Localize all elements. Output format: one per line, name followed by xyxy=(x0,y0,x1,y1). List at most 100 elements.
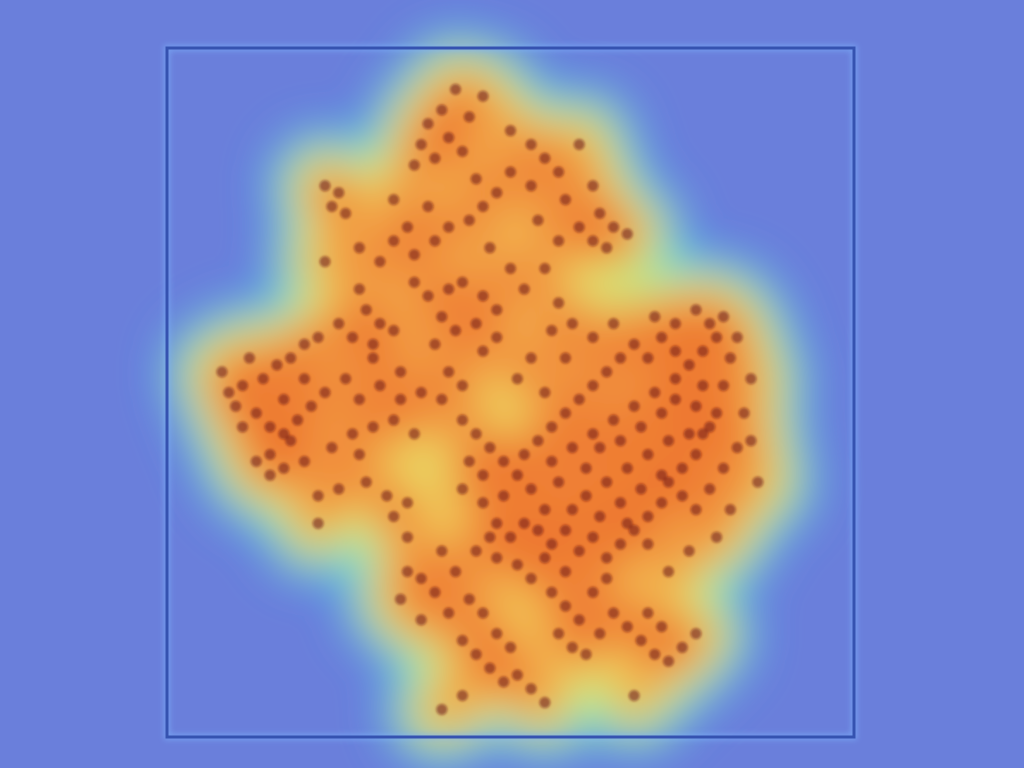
scatter-point xyxy=(717,462,729,474)
scatter-point xyxy=(353,449,365,461)
scatter-point xyxy=(573,221,585,233)
scatter-point xyxy=(374,256,386,268)
scatter-point xyxy=(388,511,400,523)
scatter-point xyxy=(230,400,242,412)
scatter-point xyxy=(704,318,716,330)
scatter-point xyxy=(566,442,578,454)
scatter-point xyxy=(690,304,702,316)
scatter-point xyxy=(587,531,599,543)
scatter-point xyxy=(539,697,551,709)
scatter-point xyxy=(511,669,523,681)
scatter-point xyxy=(518,517,530,529)
scatter-point xyxy=(491,628,503,640)
scatter-point xyxy=(498,676,510,688)
scatter-point xyxy=(559,352,571,364)
scatter-point xyxy=(243,352,255,364)
scatter-point xyxy=(353,242,365,254)
scatter-point xyxy=(388,414,400,426)
scatter-point xyxy=(642,352,654,364)
scatter-point xyxy=(292,414,304,426)
scatter-point xyxy=(683,359,695,371)
scatter-point xyxy=(415,138,427,150)
scatter-point xyxy=(422,118,434,130)
scatter-point xyxy=(264,421,276,433)
scatter-point xyxy=(511,469,523,481)
scatter-point xyxy=(429,338,441,350)
scatter-point xyxy=(621,621,633,633)
scatter-point xyxy=(360,304,372,316)
scatter-point xyxy=(470,318,482,330)
scatter-point xyxy=(484,242,496,254)
scatter-point xyxy=(525,683,537,695)
scatter-point xyxy=(333,483,345,495)
scatter-point xyxy=(388,235,400,247)
scatter-point xyxy=(614,538,626,550)
scatter-point xyxy=(580,462,592,474)
scatter-point xyxy=(443,366,455,378)
scatter-point xyxy=(553,235,565,247)
scatter-point xyxy=(663,476,675,488)
scatter-point xyxy=(573,614,585,626)
scatter-point xyxy=(319,180,331,192)
scatter-point xyxy=(388,324,400,336)
scatter-point xyxy=(491,331,503,343)
scatter-point xyxy=(614,352,626,364)
scatter-point xyxy=(312,331,324,343)
scatter-point xyxy=(477,469,489,481)
scatter-point xyxy=(415,614,427,626)
scatter-point xyxy=(635,635,647,647)
scatter-point xyxy=(539,504,551,516)
scatter-point xyxy=(333,187,345,199)
scatter-point xyxy=(278,428,290,440)
scatter-point xyxy=(456,380,468,392)
scatter-point xyxy=(601,573,613,585)
scatter-point xyxy=(285,435,297,447)
scatter-point xyxy=(456,635,468,647)
scatter-point xyxy=(271,359,283,371)
scatter-point xyxy=(594,511,606,523)
scatter-point xyxy=(477,90,489,102)
scatter-point xyxy=(436,703,448,715)
scatter-point xyxy=(566,318,578,330)
scatter-point xyxy=(456,483,468,495)
scatter-point xyxy=(539,262,551,274)
scatter-point xyxy=(532,435,544,447)
scatter-point xyxy=(580,490,592,502)
scatter-point xyxy=(326,200,338,212)
plot-frame xyxy=(165,46,856,739)
scatter-point xyxy=(663,655,675,667)
scatter-point xyxy=(340,373,352,385)
scatter-point xyxy=(553,166,565,178)
scatter-point xyxy=(374,380,386,392)
scatter-point xyxy=(553,476,565,488)
scatter-point xyxy=(669,318,681,330)
scatter-point xyxy=(649,387,661,398)
scatter-point xyxy=(470,545,482,557)
scatter-point xyxy=(443,221,455,233)
scatter-point xyxy=(704,483,716,495)
scatter-point xyxy=(505,166,516,178)
scatter-point xyxy=(676,641,688,653)
scatter-point xyxy=(518,283,530,295)
scatter-point xyxy=(559,407,571,419)
scatter-point xyxy=(305,400,317,412)
scatter-point xyxy=(429,152,441,164)
scatter-point xyxy=(491,552,503,564)
scatter-point xyxy=(505,262,516,274)
scatter-point xyxy=(395,593,407,605)
scatter-point xyxy=(360,476,372,488)
scatter-point xyxy=(477,607,489,619)
scatter-point xyxy=(539,387,551,398)
scatter-point xyxy=(250,455,262,467)
scatter-point xyxy=(608,414,620,426)
scatter-point xyxy=(367,421,379,433)
scatter-point xyxy=(690,504,702,516)
scatter-point xyxy=(683,545,695,557)
scatter-point xyxy=(628,524,640,536)
scatter-point xyxy=(559,566,571,578)
scatter-point xyxy=(587,235,599,247)
scatter-point xyxy=(408,159,420,171)
scatter-point xyxy=(395,393,407,405)
scatter-point xyxy=(711,531,723,543)
